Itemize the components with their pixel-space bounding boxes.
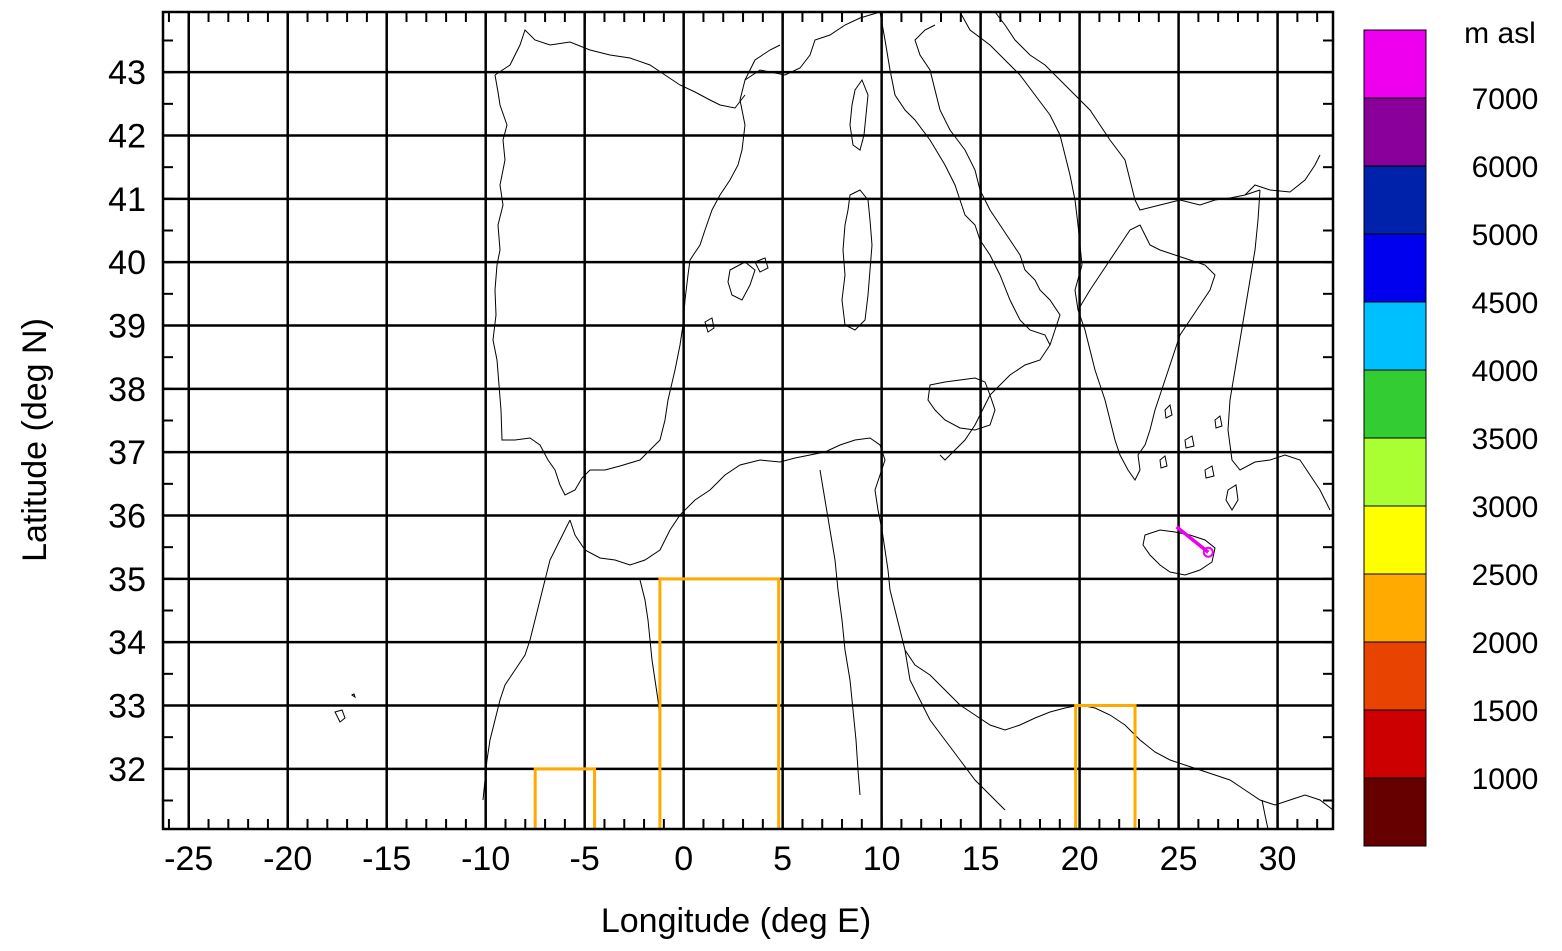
y-tick-label: 34 [108, 624, 146, 662]
colorbar-swatch [1363, 369, 1427, 439]
colorbar-label: 4000 [1472, 355, 1539, 388]
menorca-coastline [754, 257, 769, 273]
trajectory-endpoint [1202, 546, 1214, 558]
colorbar-swatch [1363, 641, 1427, 711]
grid-lines [163, 12, 1333, 829]
region-box [1074, 704, 1137, 829]
aegean-islands [1159, 403, 1223, 479]
y-tick-label: 36 [108, 498, 146, 536]
y-tick-label: 33 [108, 688, 146, 726]
colorbar-label: 1500 [1472, 695, 1539, 728]
colorbar-labels: 7000 6000 5000 4500 4000 3500 3000 2500 2000 1500… [1472, 83, 1539, 796]
coastline-layer [334, 12, 1333, 829]
colorbar-label: 5000 [1472, 219, 1539, 252]
x-tick-label: -25 [164, 840, 213, 878]
sardinia-coastline [841, 189, 873, 331]
y-tick-label: 41 [108, 181, 146, 219]
france-coastline [744, 12, 881, 81]
iberia-north-coastline [494, 29, 746, 109]
y-tick-label: 42 [108, 118, 146, 156]
interior-border-4 [1261, 799, 1269, 829]
colorbar-label: 3000 [1472, 491, 1539, 524]
colorbar-label: 2500 [1472, 559, 1539, 592]
colorbar-swatch [1363, 709, 1427, 779]
x-tick-label: 0 [674, 840, 693, 878]
turkey-coastline [1227, 154, 1331, 511]
x-tick-label: -10 [461, 840, 510, 878]
x-axis-title: Longitude (deg E) [601, 902, 871, 940]
y-tick-label: 40 [108, 244, 146, 282]
x-tick-label: -20 [263, 840, 312, 878]
colorbar-swatch [1363, 233, 1427, 303]
region-box [533, 767, 597, 829]
iberia-coastline [492, 44, 781, 496]
x-tick-label: 20 [1061, 840, 1099, 878]
y-tick-labels: 32 33 34 35 36 37 38 39 40 41 42 43 [108, 54, 146, 789]
x-tick-label: 5 [773, 840, 792, 878]
colorbar-label: 2000 [1472, 627, 1539, 660]
trajectory-layer [1175, 525, 1214, 558]
north-africa-coastline [569, 437, 1333, 811]
colorbar-swatch [1363, 505, 1427, 575]
colorbar-label: 1000 [1472, 763, 1539, 796]
y-axis-title: Latitude (deg N) [16, 318, 54, 562]
x-tick-label: -5 [570, 840, 600, 878]
y-tick-label: 35 [108, 561, 146, 599]
colorbar-swatch [1363, 301, 1427, 371]
x-tick-label: 25 [1160, 840, 1198, 878]
y-tick-label: 38 [108, 371, 146, 409]
x-tick-label: 10 [863, 840, 901, 878]
minor-ticks [163, 12, 1333, 829]
y-tick-label: 43 [108, 54, 146, 92]
corsica-coastline [849, 78, 869, 151]
africa-atlantic-coastline [482, 519, 571, 801]
x-tick-label: 30 [1259, 840, 1297, 878]
x-tick-label: 15 [962, 840, 1000, 878]
balkan-inland-border [994, 12, 1261, 211]
x-tick-labels: -25 -20 -15 -10 -5 0 5 10 15 20 25 30 [164, 840, 1296, 878]
trajectory-line [1175, 525, 1210, 554]
interior-border-3 [904, 649, 1006, 811]
rhodes-coastline [1225, 484, 1239, 511]
colorbar-swatch [1363, 437, 1427, 507]
colorbar-swatch [1363, 165, 1427, 235]
colorbar [1363, 29, 1427, 847]
source-regions [533, 577, 1137, 829]
mallorca-coastline [727, 261, 756, 301]
colorbar-label: 4500 [1472, 287, 1539, 320]
colorbar-swatch [1363, 777, 1427, 847]
y-tick-label: 39 [108, 308, 146, 346]
madeira-islands [334, 693, 356, 723]
region-box [658, 577, 781, 829]
colorbar-swatch [1363, 29, 1427, 99]
y-tick-label: 32 [108, 751, 146, 789]
colorbar-label: 7000 [1472, 83, 1539, 116]
colorbar-swatch [1363, 573, 1427, 643]
colorbar-label: 3500 [1472, 423, 1539, 456]
x-tick-label: -15 [362, 840, 411, 878]
ibiza-coastline [704, 317, 715, 333]
interior-border-1 [639, 579, 661, 721]
colorbar-title: m asl [1464, 17, 1536, 50]
interior-border-2 [819, 469, 861, 796]
adriatic-east-coastline [959, 12, 1083, 311]
italy-coastline [879, 12, 1051, 461]
greece-coastline [1077, 224, 1216, 481]
y-tick-label: 37 [108, 434, 146, 472]
sicily-coastline [927, 377, 996, 431]
colorbar-swatch [1363, 97, 1427, 167]
colorbar-label: 6000 [1472, 151, 1539, 184]
plot-frame [161, 10, 1335, 831]
